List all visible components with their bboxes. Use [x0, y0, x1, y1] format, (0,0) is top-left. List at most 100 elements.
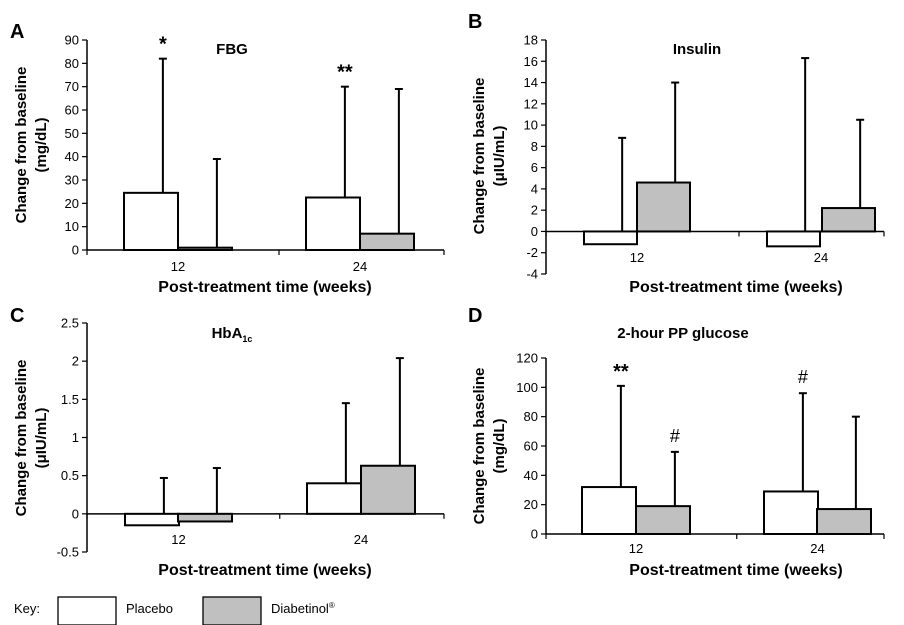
x-axis-label: Post-treatment time (weeks)	[158, 562, 371, 579]
x-axis-label: Post-treatment time (weeks)	[629, 562, 842, 579]
significance-marker: **	[337, 62, 353, 84]
key-label: Key:	[14, 601, 40, 616]
y-tick-label: 70	[65, 79, 79, 94]
y-tick-label: 60	[524, 439, 538, 454]
legend-key: Key: Placebo Diabetinol®	[14, 596, 335, 625]
category-label: 24	[810, 541, 824, 556]
y-tick-label: -4	[526, 267, 538, 282]
category-label: 24	[353, 259, 367, 274]
chart-title: HbA1c	[212, 325, 253, 344]
y-tick-label: 1	[72, 430, 79, 445]
category-label: 12	[171, 532, 185, 547]
y-tick-label: 2.5	[61, 316, 79, 331]
y-tick-label: 0.5	[61, 468, 79, 483]
y-tick-label: 16	[524, 54, 538, 69]
y-tick-label: 60	[65, 103, 79, 118]
chart-title: FBG	[216, 41, 248, 58]
y-tick-label: 80	[524, 409, 538, 424]
significance-marker: *	[159, 34, 167, 56]
bar-diabetinol-24	[359, 232, 415, 252]
bar-diabetinol-12	[177, 512, 233, 523]
y-tick-label: 40	[524, 468, 538, 483]
y-tick-label: 90	[65, 33, 79, 48]
y-tick-label: 12	[524, 96, 538, 111]
y-axis-label-line-2: (μIU/mL)	[491, 126, 508, 187]
chart-title-subscript: 1c	[242, 334, 252, 344]
panel-letter: D	[468, 305, 482, 327]
legend-label-placebo: Placebo	[126, 601, 173, 616]
y-tick-label: 2	[531, 203, 538, 218]
y-axis-label-line-1: Change from baseline	[471, 368, 488, 525]
y-tick-label: 20	[524, 497, 538, 512]
y-tick-label: 120	[516, 351, 538, 366]
bar-diabetinol-12	[177, 246, 233, 252]
bar-placebo-24	[305, 196, 361, 251]
bar-placebo-12	[583, 230, 638, 246]
chart-panel-c: C HbA1c Change from baseline (μIU/mL) Post-t…	[10, 305, 445, 579]
y-tick-label: 2	[72, 354, 79, 369]
category-label: 12	[629, 541, 643, 556]
category-label: 24	[354, 532, 368, 547]
category-label: 12	[171, 259, 185, 274]
y-axis-label-line-2: (mg/dL)	[491, 419, 508, 474]
bar-diabetinol-12	[636, 181, 691, 233]
bar-diabetinol-12	[635, 505, 691, 535]
legend-label-diabetinol-sup: ®	[329, 601, 335, 610]
category-label: 12	[630, 250, 644, 265]
y-tick-label: 20	[65, 196, 79, 211]
panel-letter: B	[468, 11, 482, 33]
significance-marker: #	[670, 426, 680, 446]
y-tick-label: 100	[516, 380, 538, 395]
legend-label-diabetinol-text: Diabetinol	[271, 601, 329, 616]
y-tick-label: 10	[524, 118, 538, 133]
y-tick-label: 0	[531, 527, 538, 542]
significance-marker: **	[613, 361, 629, 383]
y-tick-label: 0	[72, 506, 79, 521]
y-tick-label: 10	[65, 219, 79, 234]
bar-diabetinol-24	[360, 464, 416, 515]
y-tick-label: 4	[531, 181, 538, 196]
y-tick-label: -0.5	[57, 545, 79, 560]
category-label: 24	[814, 250, 828, 265]
chart-title: Insulin	[673, 41, 721, 58]
y-tick-label: 40	[65, 149, 79, 164]
y-tick-label: 0	[531, 224, 538, 239]
y-tick-label: 14	[524, 75, 538, 90]
y-tick-label: 50	[65, 126, 79, 141]
x-axis-label: Post-treatment time (weeks)	[158, 279, 371, 296]
panel-letter: A	[10, 21, 24, 43]
chart-title-text: HbA	[212, 325, 243, 342]
y-tick-label: 80	[65, 56, 79, 71]
y-tick-label: 18	[524, 33, 538, 48]
y-axis-label-line-1: Change from baseline	[13, 67, 30, 224]
chart-panel-b: B Insulin Change from baseline (μIU/mL) Post…	[468, 11, 885, 296]
bar-diabetinol-24	[821, 207, 876, 233]
chart-panel-a: A FBG Change from baseline (mg/dL) Post-trea…	[10, 21, 445, 296]
y-axis-label-line-2: (μIU/mL)	[33, 408, 50, 469]
panel-letter: C	[10, 305, 24, 327]
bar-placebo-24	[763, 490, 819, 536]
y-tick-label: 0	[72, 243, 79, 258]
bar-diabetinol-24	[816, 508, 872, 536]
y-tick-label: 6	[531, 160, 538, 175]
chart-title: 2-hour PP glucose	[617, 325, 748, 342]
bar-placebo-12	[124, 512, 180, 527]
bar-placebo-12	[123, 191, 179, 251]
bar-placebo-24	[766, 230, 821, 248]
bar-placebo-24	[306, 482, 362, 515]
y-axis-label-line-1: Change from baseline	[13, 360, 30, 517]
y-axis-label-line-1: Change from baseline	[471, 78, 488, 235]
y-tick-label: 8	[531, 139, 538, 154]
y-tick-label: 30	[65, 173, 79, 188]
y-tick-label: 1.5	[61, 392, 79, 407]
legend-swatch-diabetinol	[202, 596, 262, 625]
legend-swatch-placebo	[57, 596, 117, 625]
significance-marker: #	[798, 367, 808, 387]
legend-label-diabetinol: Diabetinol®	[271, 601, 335, 616]
chart-panel-d: D 2-hour PP glucose Change from baseline (m…	[468, 305, 885, 579]
bar-placebo-12	[581, 486, 637, 536]
x-axis-label: Post-treatment time (weeks)	[629, 279, 842, 296]
y-axis-label-line-2: (mg/dL)	[33, 118, 50, 173]
